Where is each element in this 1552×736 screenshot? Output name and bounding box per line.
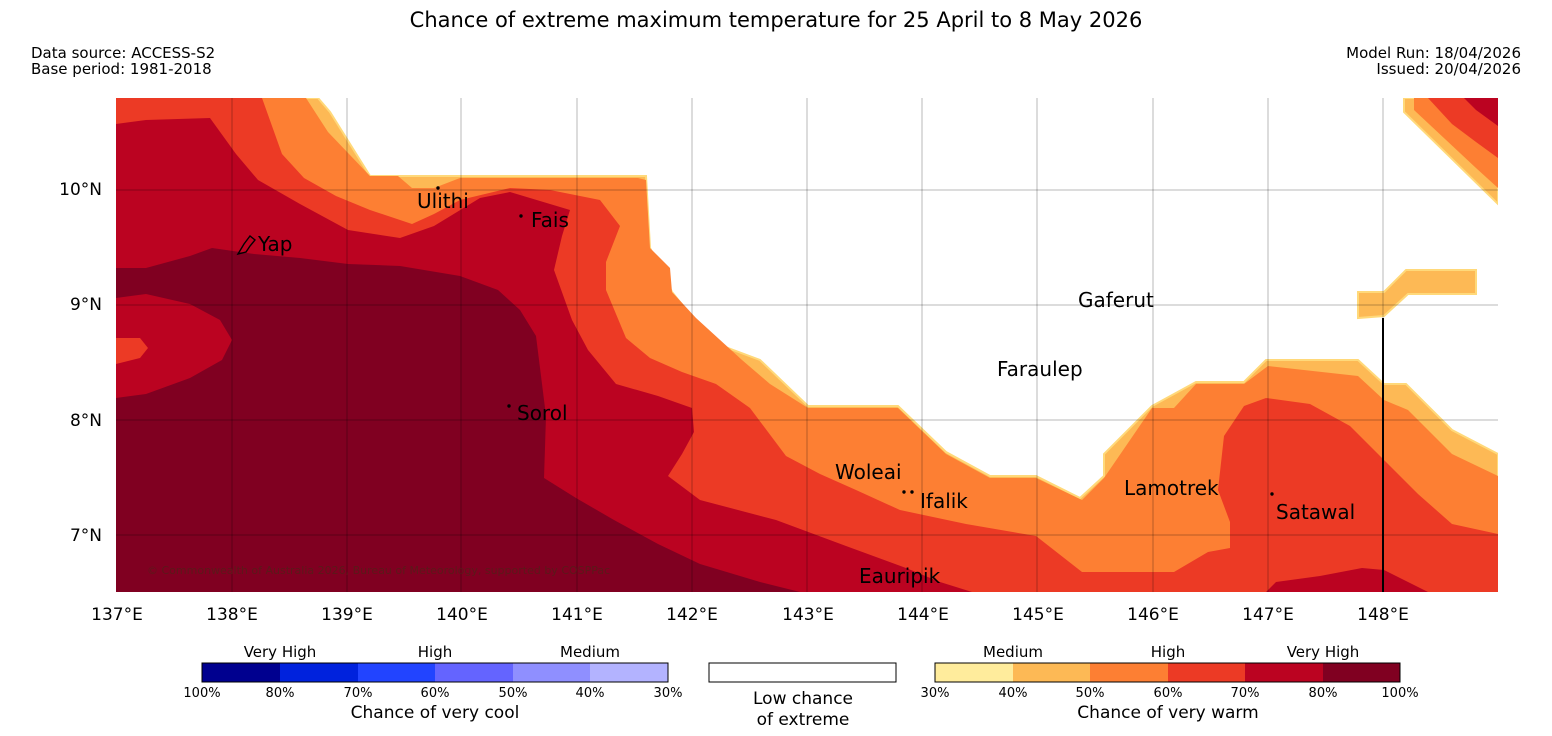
- legend-warm-tick-30: 30%: [921, 686, 950, 701]
- legend-neutral: Low chance of extreme: [708, 662, 897, 730]
- base-period: Base period: 1981-2018: [31, 60, 212, 78]
- legend-cool-frame: [201, 662, 669, 683]
- legend-warm-swatch-40: [1013, 663, 1090, 682]
- place-eauripik: Eauripik: [859, 564, 941, 588]
- longitude-labels: 137°E 138°E 139°E 140°E 141°E 142°E 143°…: [91, 605, 1409, 625]
- place-yap: Yap: [257, 232, 292, 256]
- legend-warm-swatch-80: [1323, 663, 1400, 682]
- meta-right: Model Run: 18/04/2026 Issued: 20/04/2026: [1346, 45, 1521, 77]
- lon-label-148e: 148°E: [1357, 605, 1409, 625]
- lon-label-146e: 146°E: [1127, 605, 1179, 625]
- legend-cool-tick-30: 30%: [654, 686, 683, 701]
- legend-cool: Very High High Medium 100% 80% 70% 60% 5…: [183, 643, 682, 723]
- ulithi-dot: [436, 186, 440, 190]
- lon-label-144e: 144°E: [897, 605, 949, 625]
- legend-warm-tick-60: 60%: [1154, 686, 1183, 701]
- legend-cool-tick-70: 70%: [344, 686, 373, 701]
- place-woleai: Woleai: [835, 460, 902, 484]
- legend-warm-tick-50: 50%: [1076, 686, 1105, 701]
- legend-cool-swatch-40: [590, 663, 668, 682]
- legend-warm-tick-70: 70%: [1231, 686, 1260, 701]
- legend-cool-tick-50: 50%: [499, 686, 528, 701]
- model-run: Model Run: 18/04/2026: [1346, 44, 1521, 62]
- place-lamotrek: Lamotrek: [1124, 476, 1219, 500]
- legend-warm-swatch-30: [935, 663, 1013, 682]
- legend-cool-swatch-70: [358, 663, 435, 682]
- band-maroon: [116, 248, 800, 592]
- lon-label-140e: 140°E: [436, 605, 488, 625]
- lon-label-137e: 137°E: [91, 605, 143, 625]
- lon-label-147e: 147°E: [1242, 605, 1294, 625]
- issued-date: Issued: 20/04/2026: [1376, 60, 1521, 78]
- lat-label-7n: 7°N: [70, 526, 102, 546]
- latitude-labels: 10°N 9°N 8°N 7°N: [59, 180, 102, 546]
- lon-label-142e: 142°E: [666, 605, 718, 625]
- legend-cool-tick-40: 40%: [576, 686, 605, 701]
- legend-warm-swatch-50: [1090, 663, 1168, 682]
- meta-left: Data source: ACCESS-S2 Base period: 1981…: [31, 45, 215, 77]
- legend-cool-heading-medium: Medium: [560, 643, 620, 661]
- legend-cool-swatch-60: [435, 663, 513, 682]
- data-source: Data source: ACCESS-S2: [31, 44, 216, 62]
- place-satawal: Satawal: [1276, 500, 1355, 524]
- yap-island-outline: [236, 235, 256, 256]
- legend-cool-swatch-50: [513, 663, 590, 682]
- legend-warm-swatch-60: [1168, 663, 1245, 682]
- legend-cool-swatch-100: [202, 663, 280, 682]
- copyright-notice: © Commonwealth of Australia 2026, Bureau…: [147, 564, 610, 577]
- band-crimson-south: [1266, 568, 1428, 592]
- legend-warm-heading-high: High: [1151, 643, 1185, 661]
- place-faraulep: Faraulep: [997, 357, 1083, 381]
- legend-warm-heading-very-high: Very High: [1287, 643, 1360, 661]
- legend-cool-swatch-80: [280, 663, 358, 682]
- island-shapes: [236, 186, 1274, 496]
- place-ifalik: Ifalik: [920, 489, 968, 513]
- band-red-inner: [116, 338, 148, 364]
- lon-label-143e: 143°E: [782, 605, 834, 625]
- legend-cool-heading-high: High: [418, 643, 452, 661]
- legend-warm-heading-medium: Medium: [983, 643, 1043, 661]
- place-fais: Fais: [531, 208, 569, 232]
- ifalik-dot-2: [910, 490, 914, 494]
- legend-warm: Medium High Very High 30% 40% 50% 60% 70…: [921, 643, 1419, 723]
- fais-dot: [519, 214, 523, 218]
- lon-label-139e: 139°E: [321, 605, 373, 625]
- legend-cool-tick-60: 60%: [421, 686, 450, 701]
- legend-neutral-caption-line1: Low chance: [753, 689, 853, 709]
- lat-label-10n: 10°N: [59, 180, 102, 200]
- band-ne-crimson: [1464, 98, 1498, 126]
- legend-cool-tick-80: 80%: [266, 686, 295, 701]
- map-area: Ulithi Fais Yap Sorol Gaferut Faraulep W…: [116, 98, 1498, 592]
- sorol-dot: [507, 404, 511, 408]
- lon-label-141e: 141°E: [551, 605, 603, 625]
- lat-label-8n: 8°N: [70, 411, 102, 431]
- legend-warm-frame: [934, 662, 1401, 683]
- band-crimson-inner: [116, 294, 232, 398]
- place-sorol: Sorol: [517, 401, 568, 425]
- lat-label-9n: 9°N: [70, 295, 102, 315]
- legend-cool-tick-100: 100%: [183, 686, 220, 701]
- legend-warm-tick-40: 40%: [999, 686, 1028, 701]
- ifalik-dot-1: [902, 490, 906, 494]
- chart-title: Chance of extreme maximum temperature fo…: [409, 8, 1143, 32]
- legend-neutral-caption-line2: of extreme: [757, 710, 850, 730]
- legend-warm-tick-100: 100%: [1381, 686, 1418, 701]
- legend-cool-caption: Chance of very cool: [351, 703, 520, 723]
- legend-warm-caption: Chance of very warm: [1077, 703, 1258, 723]
- band-isolated-light: [1357, 269, 1477, 320]
- lon-label-138e: 138°E: [206, 605, 258, 625]
- satawal-dot: [1270, 492, 1274, 496]
- legend-cool-heading-very-high: Very High: [244, 643, 317, 661]
- place-gaferut: Gaferut: [1078, 288, 1154, 312]
- place-ulithi: Ulithi: [417, 189, 469, 213]
- legend-warm-tick-80: 80%: [1309, 686, 1338, 701]
- legend-warm-swatch-70: [1245, 663, 1323, 682]
- legend-neutral-swatch: [708, 662, 897, 683]
- lon-label-145e: 145°E: [1012, 605, 1064, 625]
